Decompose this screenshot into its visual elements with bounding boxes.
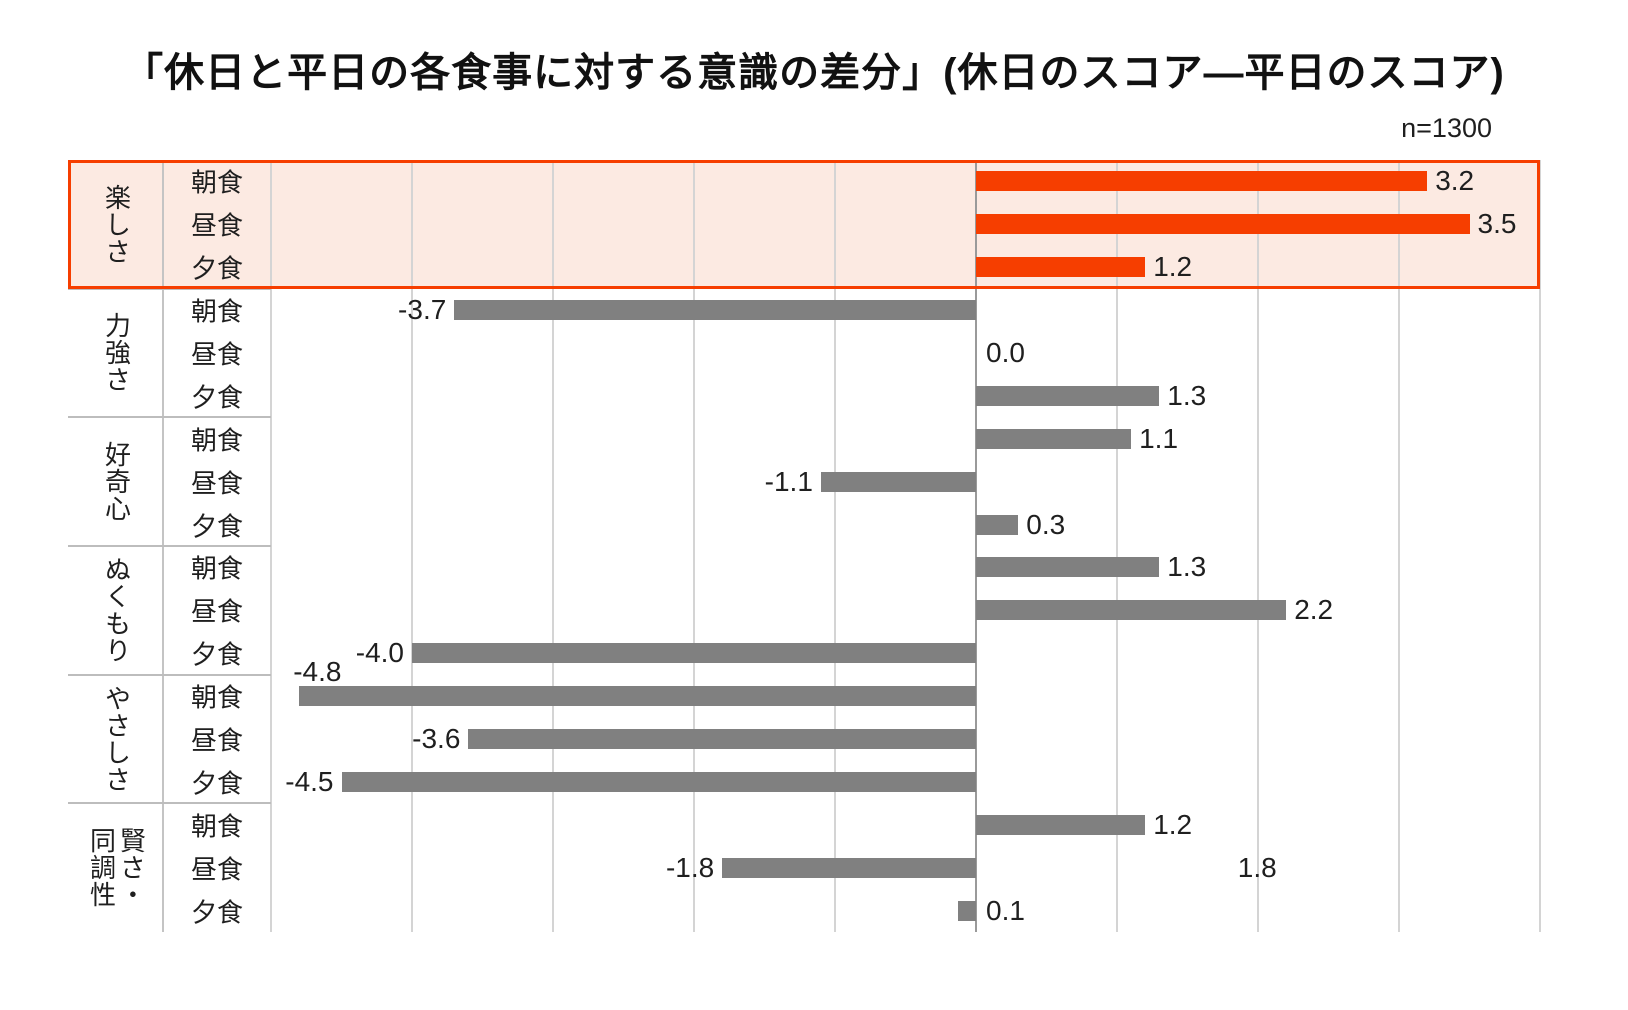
meal-label: 夕食	[190, 253, 243, 284]
bar-value-label: 0.3	[1026, 508, 1066, 540]
chart-title: 「休日と平日の各食事に対する意識の差分」(休日のスコア―平日のスコア)	[123, 51, 1505, 95]
meal-label: 夕食	[190, 639, 243, 670]
gridline	[693, 160, 695, 932]
meal-label: 朝食	[190, 167, 243, 198]
meal-label: 昼食	[190, 210, 243, 241]
bar	[820, 471, 976, 492]
meal-label: 昼食	[190, 854, 243, 885]
bar-value-label: 1.1	[1139, 422, 1179, 454]
meal-label: 朝食	[190, 296, 243, 327]
bar	[454, 300, 976, 321]
bar	[976, 428, 1132, 449]
highlight-border	[68, 160, 1540, 289]
bar	[976, 171, 1428, 192]
sample-size-note: n=1300	[1401, 113, 1492, 143]
meal-label: 夕食	[190, 897, 243, 928]
meal-label: 昼食	[190, 725, 243, 756]
gridline	[270, 160, 272, 932]
category-label: 力強さ	[101, 312, 132, 394]
group-separator	[68, 416, 271, 419]
bar	[976, 214, 1470, 235]
bar-value-label: -3.6	[412, 723, 461, 754]
bar	[957, 900, 976, 921]
meal-label: 昼食	[190, 468, 243, 499]
group-separator	[68, 545, 271, 547]
bar-value-label: 1.3	[1167, 379, 1207, 411]
bar-value-label: 1.2	[1153, 808, 1193, 840]
bar	[299, 686, 976, 707]
category-label: やさしさ	[101, 684, 132, 793]
gridline	[411, 160, 413, 932]
meal-label: 朝食	[190, 553, 243, 584]
bar	[468, 729, 976, 749]
gridline	[1257, 160, 1259, 932]
bar-value-label: -4.8	[293, 656, 342, 688]
bar-value-label: 2.2	[1294, 594, 1334, 626]
bar-chart: 楽しさ 朝食 3.2 昼食 3.5 夕食 1.2 力強さ 朝食 -3.7 昼食 0.0 夕食 1.3 好奇心…	[68, 160, 1541, 932]
meal-label: 朝食	[190, 425, 243, 456]
meal-label: 朝食	[190, 682, 243, 713]
category-label: 賢さ・ 同調性	[86, 827, 147, 909]
bar	[976, 514, 1019, 535]
group-separator	[68, 287, 271, 290]
gridline	[552, 160, 554, 932]
bar-value-label: 3.5	[1477, 208, 1517, 240]
group-separator	[68, 673, 271, 676]
bar-value-label: -3.7	[398, 294, 447, 326]
stray-value-annotation: 1.8	[1237, 851, 1277, 883]
bar-value-label: -4.0	[355, 637, 404, 669]
bar	[412, 643, 976, 664]
meal-label: 夕食	[190, 768, 243, 799]
bar-value-label: -4.5	[285, 765, 334, 797]
gridline	[834, 160, 836, 932]
bar-value-label: 3.2	[1435, 165, 1475, 197]
gridline	[1398, 160, 1400, 932]
bar	[341, 771, 976, 792]
bar	[976, 600, 1287, 621]
meal-label: 夕食	[190, 382, 243, 413]
bar-value-label: -1.8	[665, 851, 715, 883]
category-label: 好奇心	[101, 441, 132, 523]
gridline	[1116, 160, 1118, 932]
bar-value-label: 0.0	[986, 337, 1025, 368]
group-separator	[68, 802, 271, 805]
bar	[976, 814, 1146, 835]
meal-label: 夕食	[190, 511, 243, 542]
bar-value-label: 1.2	[1153, 251, 1193, 283]
bar	[976, 385, 1160, 406]
bar	[722, 857, 976, 878]
bar-value-label: -1.1	[764, 465, 813, 497]
meal-label: 朝食	[190, 811, 243, 842]
bar-value-label: 1.3	[1167, 551, 1207, 583]
bar	[976, 257, 1146, 278]
meal-label: 昼食	[190, 596, 243, 627]
meal-label: 昼食	[190, 339, 243, 370]
category-label: 楽しさ	[101, 183, 132, 265]
bar-value-label: 0.1	[986, 894, 1025, 926]
bar	[976, 557, 1160, 578]
zero-axis-line	[975, 160, 977, 932]
gridline	[1539, 160, 1541, 932]
category-label: ぬくもり	[101, 556, 132, 665]
